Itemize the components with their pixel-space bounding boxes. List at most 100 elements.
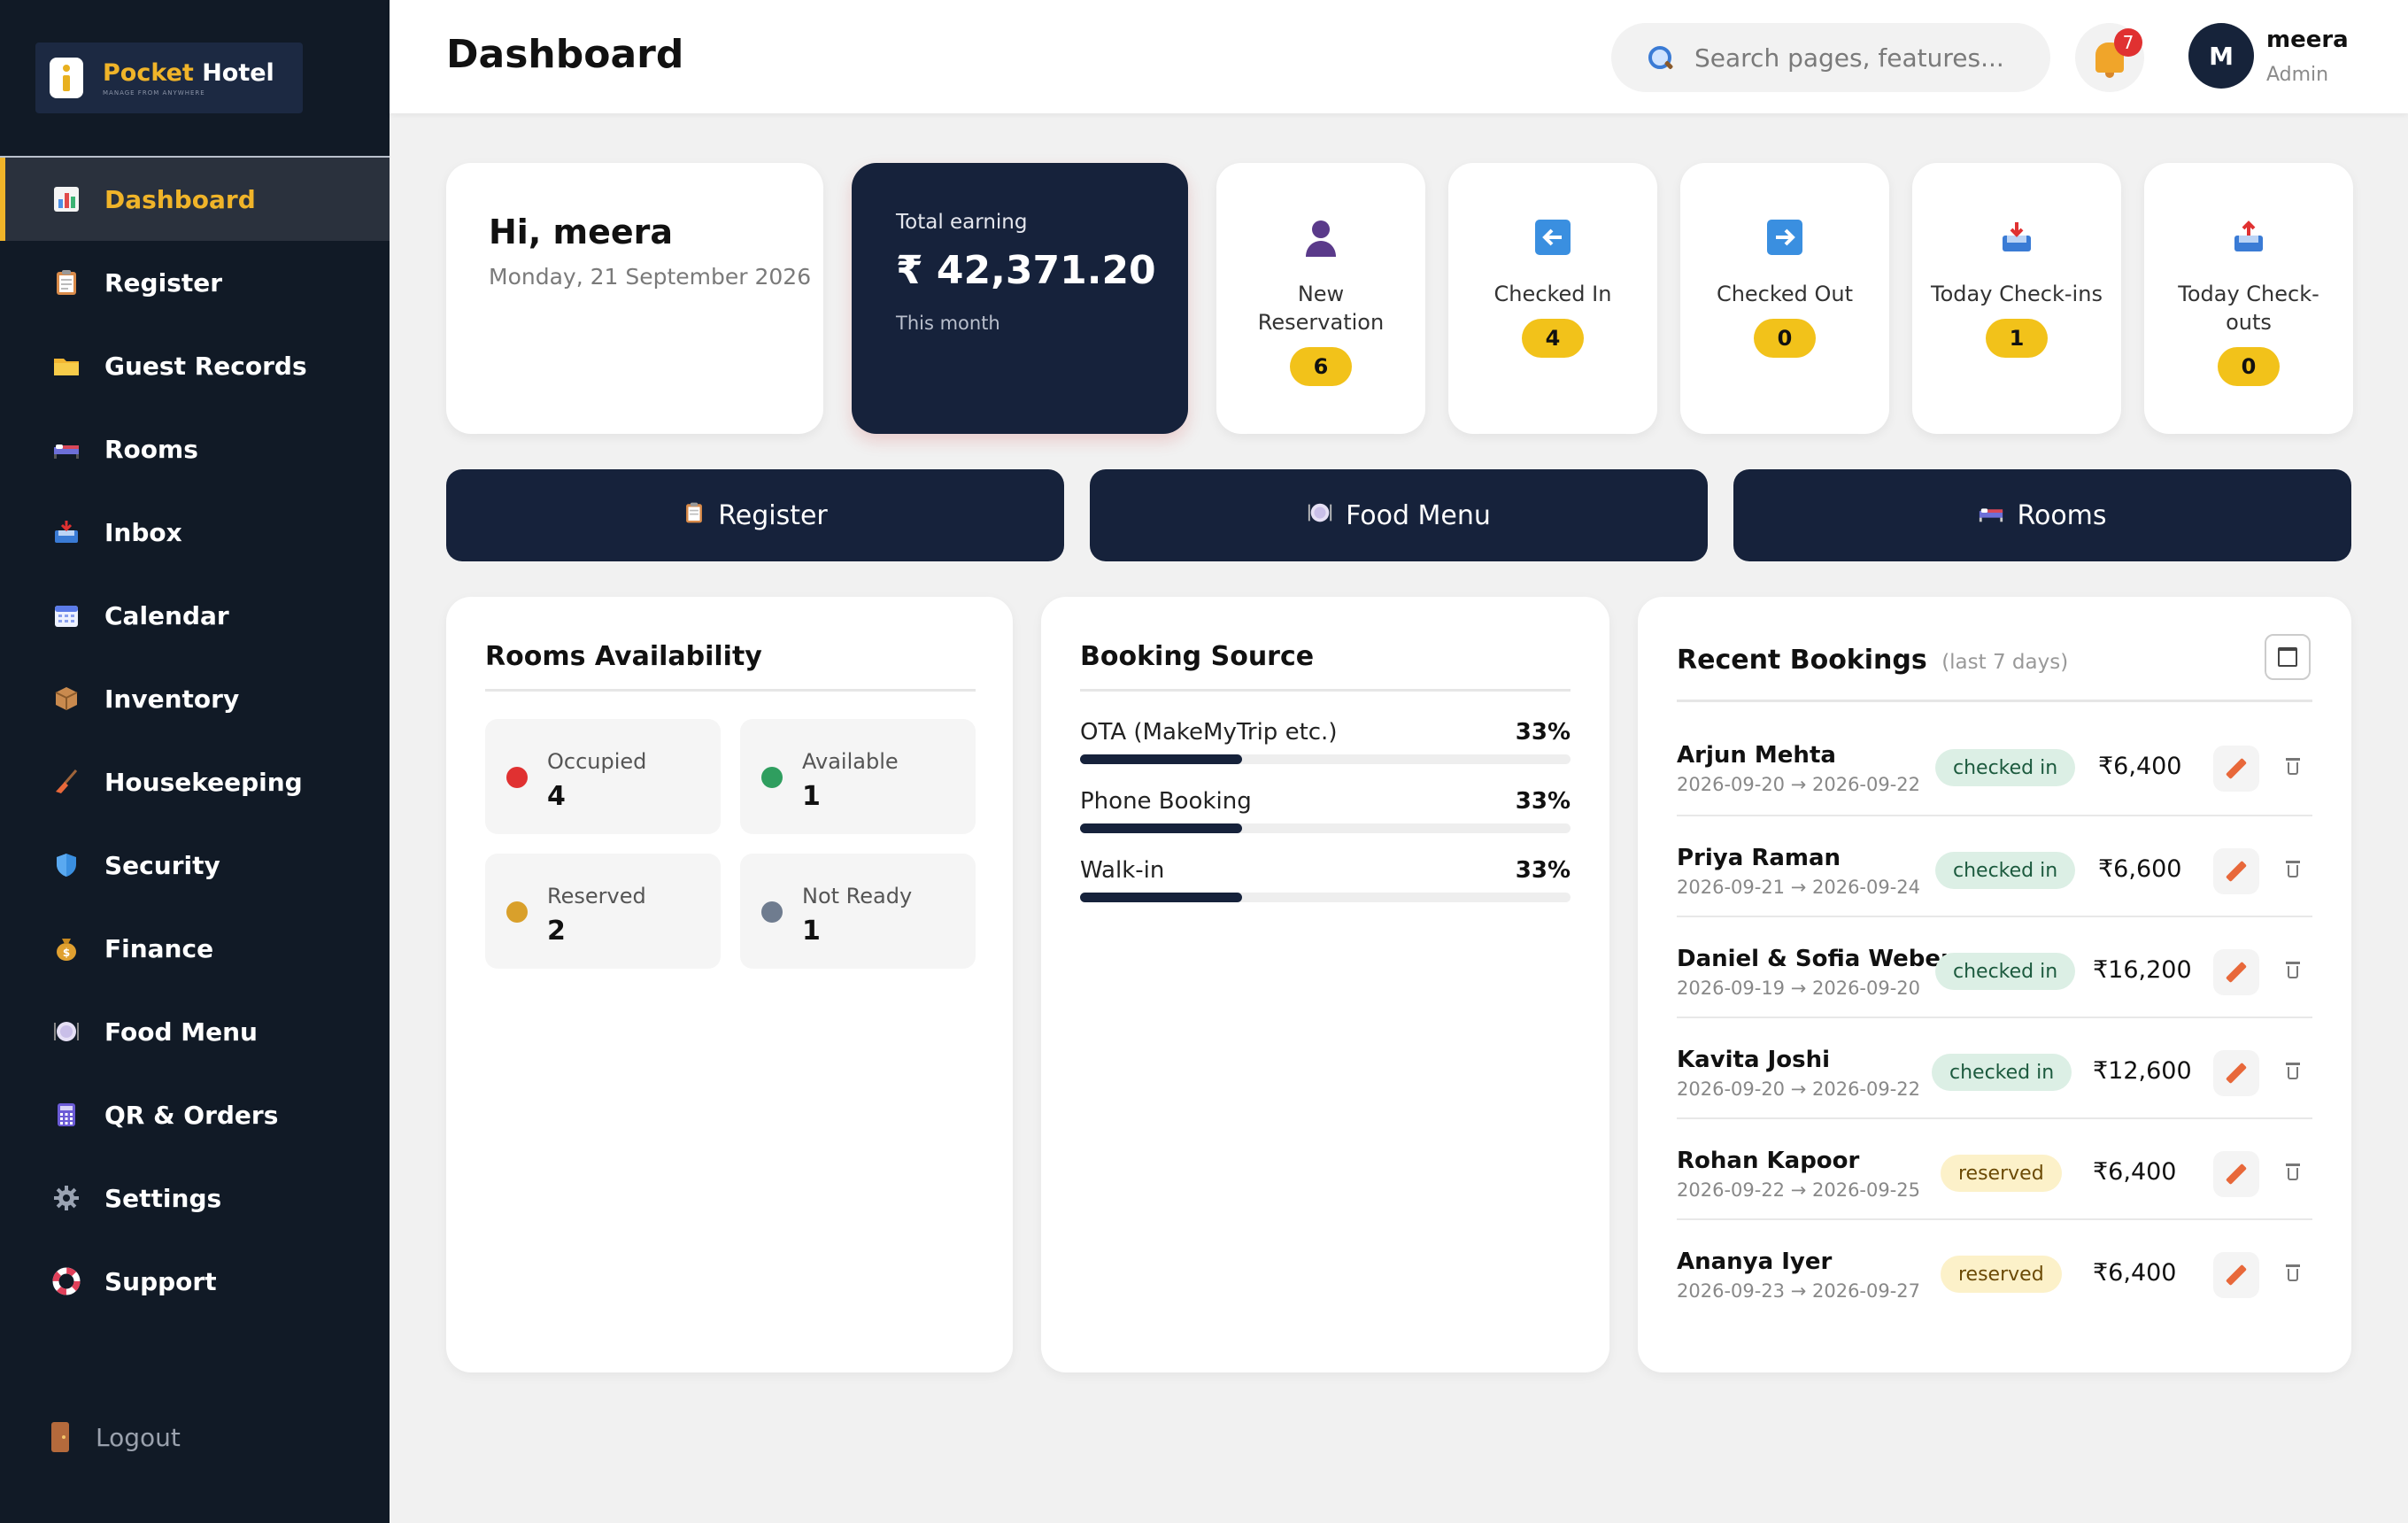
earning-label: Total earning <box>896 211 1028 234</box>
source-row: OTA (MakeMyTrip etc.) 33% <box>1080 719 1571 764</box>
pencil-icon[interactable] <box>2213 1151 2259 1197</box>
trash-icon[interactable] <box>2286 1264 2300 1282</box>
stat-label: Today Check-ins <box>1931 282 2103 306</box>
stay-dates: 2026-09-19 → 2026-09-20 <box>1677 978 1921 999</box>
sidebar-item-finance[interactable]: $ Finance <box>0 907 390 990</box>
guest-name: Arjun Mehta <box>1677 742 1836 769</box>
avatar[interactable]: M <box>2188 23 2254 89</box>
shield-icon <box>51 850 81 880</box>
sidebar-item-label: Calendar <box>104 600 229 630</box>
sidebar-item-qr-orders[interactable]: QR & Orders <box>0 1073 390 1156</box>
sidebar-item-security[interactable]: Security <box>0 823 390 907</box>
arrow-left-icon <box>1533 218 1572 257</box>
booking-amount: ₹6,400 <box>2093 1259 2177 1287</box>
sidebar-item-guest-records[interactable]: Guest Records <box>0 324 390 407</box>
panel-divider <box>1080 689 1571 692</box>
stat-value: 1 <box>1986 319 2048 358</box>
booking-amount: ₹16,200 <box>2093 956 2192 984</box>
stay-dates: 2026-09-22 → 2026-09-25 <box>1677 1179 1921 1201</box>
sidebar-item-settings[interactable]: Settings <box>0 1156 390 1240</box>
source-row: Phone Booking 33% <box>1080 788 1571 833</box>
sidebar-item-inventory[interactable]: Inventory <box>0 657 390 740</box>
trash-icon[interactable] <box>2286 1063 2300 1080</box>
plate-icon <box>51 1017 81 1047</box>
action-label: Food Menu <box>1346 499 1491 531</box>
panel-title: Rooms Availability <box>485 641 762 672</box>
sidebar-item-support[interactable]: Support <box>0 1240 390 1323</box>
user-role: Admin <box>2266 64 2329 86</box>
source-label: Walk-in <box>1080 857 1165 884</box>
food-menu-button[interactable]: Food Menu <box>1090 469 1708 561</box>
status-badge: checked in <box>1935 749 2076 786</box>
sidebar-item-calendar[interactable]: Calendar <box>0 574 390 657</box>
folder-icon <box>51 351 81 381</box>
pencil-icon[interactable] <box>2213 1252 2259 1298</box>
logout-button[interactable]: Logout <box>51 1422 181 1452</box>
status-badge: reserved <box>1941 1155 2062 1192</box>
source-percent: 33% <box>1515 788 1571 815</box>
booking-row[interactable]: Rohan Kapoor 2026-09-22 → 2026-09-25 res… <box>1677 1117 2312 1218</box>
stat-label: New Reservation <box>1257 282 1385 335</box>
register-button[interactable]: Register <box>446 469 1064 561</box>
booking-row[interactable]: Ananya Iyer 2026-09-23 → 2026-09-27 rese… <box>1677 1218 2312 1319</box>
status-badge: reserved <box>1941 1256 2062 1293</box>
availability-count: 4 <box>547 781 566 812</box>
stat-today-checkins[interactable]: Today Check-ins 1 <box>1912 163 2121 434</box>
sidebar-item-label: Inventory <box>104 684 240 714</box>
stat-value: 6 <box>1290 347 1352 386</box>
trash-icon[interactable] <box>2286 758 2300 776</box>
greeting-card: Hi, meera Monday, 21 September 2026 <box>446 163 823 434</box>
pencil-icon[interactable] <box>2213 949 2259 995</box>
search-input[interactable] <box>1694 43 2013 73</box>
booking-amount: ₹12,600 <box>2093 1057 2192 1085</box>
app-logo[interactable]: Pocket Hotel MANAGE FROM ANYWHERE <box>35 43 303 113</box>
booking-amount: ₹6,600 <box>2098 855 2182 883</box>
notifications-button[interactable]: 7 <box>2075 23 2144 92</box>
page-title: Dashboard <box>446 32 684 77</box>
app-tagline: MANAGE FROM ANYWHERE <box>103 89 205 97</box>
trash-icon[interactable] <box>2286 1164 2300 1181</box>
rooms-button[interactable]: Rooms <box>1733 469 2351 561</box>
source-percent: 33% <box>1515 719 1571 746</box>
pencil-icon[interactable] <box>2213 1050 2259 1096</box>
panel-divider <box>1677 700 2312 702</box>
stat-value: 0 <box>1754 319 1816 358</box>
booking-row[interactable]: Arjun Mehta 2026-09-20 → 2026-09-22 chec… <box>1677 714 2312 815</box>
sidebar-item-label: Support <box>104 1266 217 1296</box>
broom-icon <box>51 767 81 797</box>
booking-row[interactable]: Daniel & Sofia Weber 2026-09-19 → 2026-0… <box>1677 916 2312 1017</box>
trash-icon[interactable] <box>2286 861 2300 878</box>
booking-row[interactable]: Priya Raman 2026-09-21 → 2026-09-24 chec… <box>1677 815 2312 916</box>
sidebar-item-label: Food Menu <box>104 1017 258 1047</box>
status-badge: checked in <box>1935 852 2076 889</box>
stat-checked-out[interactable]: Checked Out 0 <box>1680 163 1889 434</box>
guest-name: Ananya Iyer <box>1677 1249 1833 1275</box>
source-bar-fill <box>1080 754 1242 764</box>
search-icon <box>1647 44 1673 71</box>
sidebar-item-label: Inbox <box>104 517 182 547</box>
availability-not-ready: Not Ready 1 <box>740 854 976 969</box>
trash-icon[interactable] <box>2286 962 2300 979</box>
sidebar-item-inbox[interactable]: Inbox <box>0 491 390 574</box>
booking-row[interactable]: Kavita Joshi 2026-09-20 → 2026-09-22 che… <box>1677 1017 2312 1117</box>
sidebar-item-dashboard[interactable]: Dashboard <box>0 158 390 241</box>
sidebar-item-rooms[interactable]: Rooms <box>0 407 390 491</box>
sidebar: Pocket Hotel MANAGE FROM ANYWHERE Dashbo… <box>0 0 390 1523</box>
stat-today-checkouts[interactable]: Today Check-outs 0 <box>2144 163 2353 434</box>
source-bar-fill <box>1080 823 1242 833</box>
guest-name: Priya Raman <box>1677 845 1841 871</box>
search-bar[interactable] <box>1611 23 2050 92</box>
sidebar-item-register[interactable]: Register <box>0 241 390 324</box>
stat-new-reservation[interactable]: New Reservation 6 <box>1216 163 1425 434</box>
pencil-icon[interactable] <box>2213 746 2259 792</box>
clipboard-icon <box>683 499 706 532</box>
expand-button[interactable] <box>2265 634 2311 680</box>
pencil-icon[interactable] <box>2213 848 2259 894</box>
lifebuoy-icon <box>51 1266 81 1296</box>
sidebar-item-food-menu[interactable]: Food Menu <box>0 990 390 1073</box>
panel-title: Booking Source <box>1080 641 1315 672</box>
availability-label: Reserved <box>547 884 646 908</box>
sidebar-item-housekeeping[interactable]: Housekeeping <box>0 740 390 823</box>
stat-checked-in[interactable]: Checked In 4 <box>1448 163 1657 434</box>
bed-icon <box>1978 499 2004 532</box>
